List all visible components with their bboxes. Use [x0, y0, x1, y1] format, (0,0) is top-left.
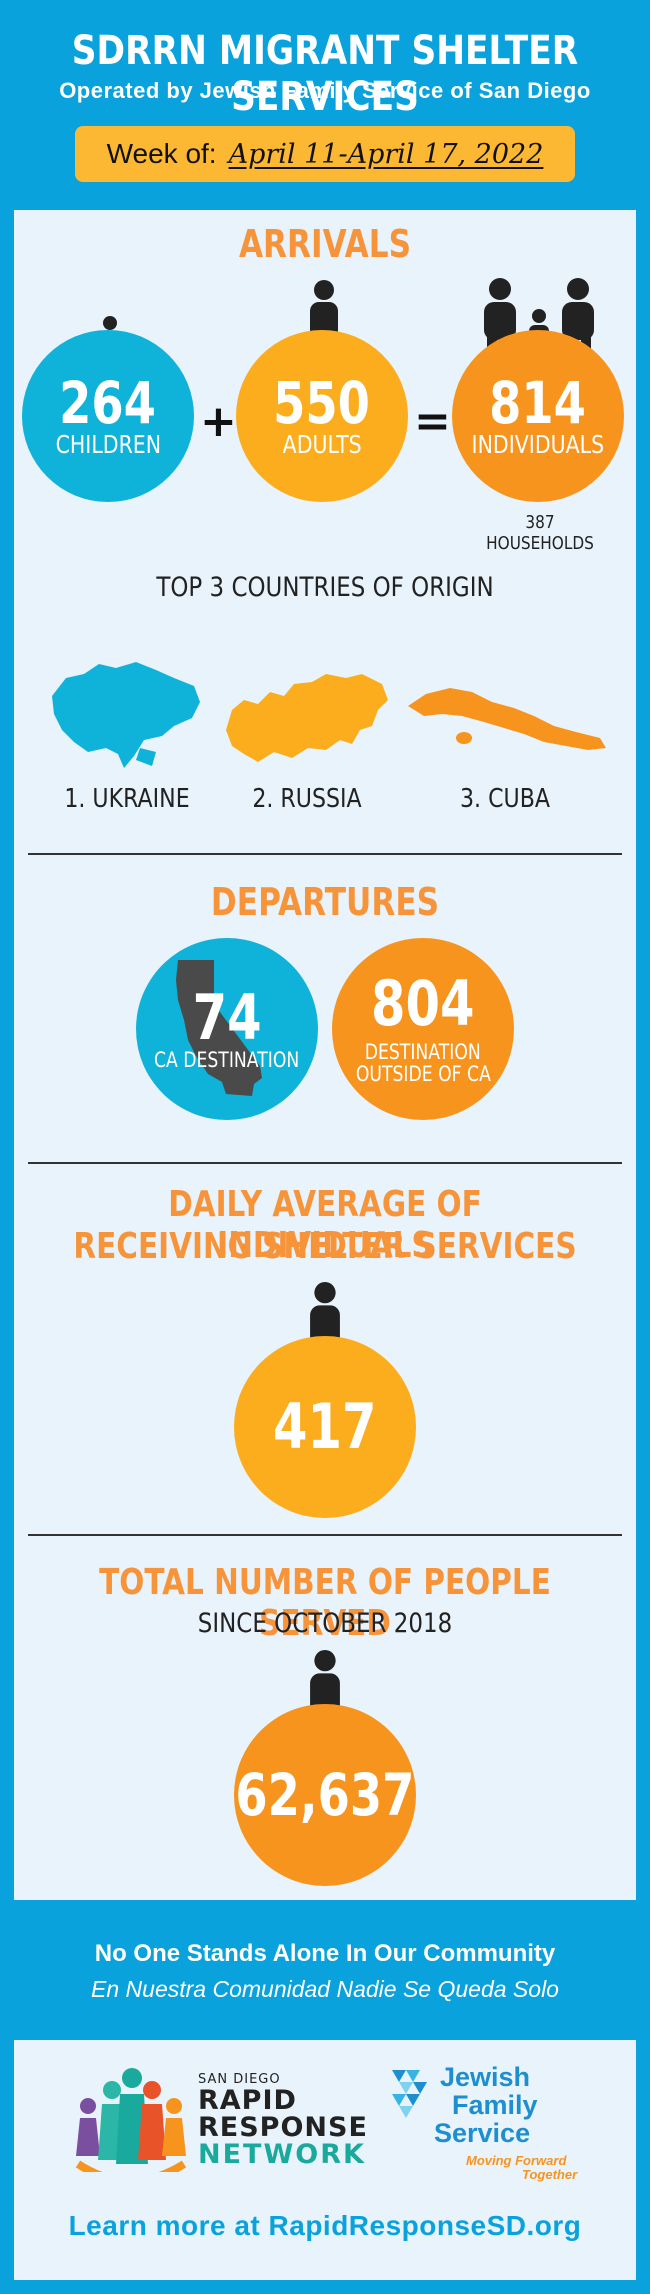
week-label: Week of:	[106, 138, 217, 169]
cuba-map-icon	[408, 688, 606, 750]
jfs-tagline-1: Moving Forward	[466, 2153, 567, 2168]
ca-destination-label: CA DESTINATION	[154, 1047, 300, 1072]
rrn-logo-line-2: RESPONSE	[198, 2112, 368, 2143]
outside-ca-label-2: OUTSIDE OF CA	[355, 1062, 491, 1086]
daily-title-line-2: RECEIVING SHELTER SERVICES	[73, 1226, 577, 1267]
total-title: TOTAL NUMBER OF PEOPLE SERVED	[99, 1562, 551, 1644]
country-2: 2. RUSSIA	[252, 784, 362, 814]
outside-ca-circle: 804 DESTINATION OUTSIDE OF CA	[332, 938, 514, 1120]
households-count: 387 HOUSEHOLDS	[486, 512, 594, 554]
jfs-logo-line-3: Service	[434, 2118, 531, 2148]
adults-circle: 550 ADULTS	[236, 330, 408, 502]
rrn-logo-line-3: NETWORK	[198, 2139, 366, 2170]
jfs-logo-line-2: Family	[452, 2090, 538, 2120]
daily-average-count: 417	[273, 1390, 377, 1463]
russia-map-icon	[226, 674, 388, 762]
departures-title: DEPARTURES	[210, 880, 440, 924]
section-divider	[28, 853, 622, 855]
total-served-count: 62,637	[235, 1761, 415, 1829]
tagline-english: No One Stands Alone In Our Community	[94, 1940, 556, 1967]
week-banner: Week of: April 11-April 17, 2022	[75, 126, 575, 182]
children-count: 264	[59, 368, 157, 437]
outside-ca-label-1: DESTINATION	[364, 1039, 482, 1064]
tagline-spanish: En Nuestra Comunidad Nadie Se Queda Solo	[91, 1976, 559, 2002]
rrn-logo-icon	[75, 2068, 187, 2172]
california-map-icon	[176, 960, 262, 1096]
country-3: 3. CUBA	[459, 784, 550, 814]
total-served-circle: 62,637	[234, 1704, 416, 1886]
individuals-label: INDIVIDUALS	[471, 429, 605, 459]
rrn-logo-line-1: RAPID	[198, 2085, 297, 2116]
section-divider	[28, 1534, 622, 1536]
jfs-logo-line-1: Jewish	[440, 2062, 531, 2092]
adults-count: 550	[273, 368, 371, 437]
page-subtitle: Operated by Jewish Family Service of San…	[59, 78, 591, 103]
plus-sign: +	[200, 396, 237, 447]
learn-more-link[interactable]: Learn more at RapidResponseSD.org	[68, 2210, 582, 2241]
countries-title: TOP 3 COUNTRIES OF ORIGIN	[156, 572, 494, 603]
page-title: SDRRN MIGRANT SHELTER SERVICES	[71, 28, 579, 120]
week-dates: April 11-April 17, 2022	[228, 138, 544, 170]
daily-average-circle: 417	[234, 1336, 416, 1518]
ca-destination-circle: 74 CA DESTINATION	[136, 938, 318, 1120]
country-1: 1. UKRAINE	[64, 784, 190, 814]
jfs-logo-icon	[392, 2070, 427, 2118]
adults-label: ADULTS	[282, 429, 362, 459]
total-subtitle: SINCE OCTOBER 2018	[197, 1608, 453, 1639]
jfs-tagline-2: Together	[522, 2167, 578, 2182]
ukraine-map-icon	[52, 662, 200, 768]
individuals-circle: 814 INDIVIDUALS	[452, 330, 624, 502]
arrivals-title: ARRIVALS	[238, 222, 412, 266]
equals-sign: =	[414, 396, 451, 447]
rrn-logo-small: SAN DIEGO	[198, 2072, 281, 2087]
children-label: CHILDREN	[55, 429, 161, 459]
outside-ca-count: 804	[371, 966, 475, 1040]
daily-title-line-1: DAILY AVERAGE OF INDIVIDUALS	[168, 1184, 482, 1266]
children-circle: 264 CHILDREN	[22, 330, 194, 502]
individuals-count: 814	[489, 368, 587, 437]
section-divider	[28, 1162, 622, 1164]
ca-destination-count: 74	[192, 980, 262, 1054]
